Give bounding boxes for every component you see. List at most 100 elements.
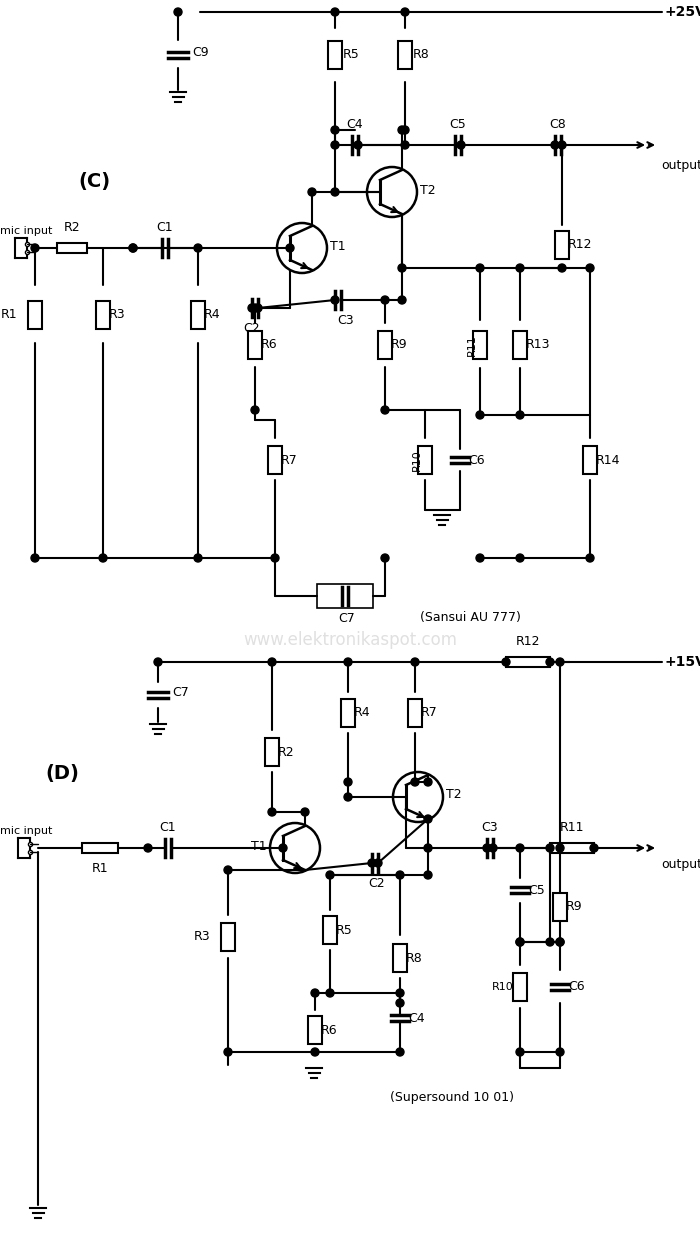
Text: C3: C3 [482,822,498,834]
Circle shape [476,265,484,272]
Text: R6: R6 [321,1023,337,1037]
Circle shape [558,141,566,149]
Text: +15V: +15V [665,655,700,669]
Circle shape [129,244,137,252]
Bar [583,446,597,474]
Circle shape [251,406,259,415]
Circle shape [556,937,564,946]
Circle shape [476,411,484,420]
Bar [506,656,550,667]
Bar [268,446,282,474]
Circle shape [396,999,404,1007]
Text: R14: R14 [596,454,620,466]
Circle shape [331,141,339,149]
Text: R8: R8 [413,48,430,62]
Text: R10: R10 [492,982,514,992]
Text: output: output [661,858,700,871]
Circle shape [271,554,279,562]
Circle shape [516,844,524,852]
Text: R11: R11 [560,822,584,834]
Circle shape [331,126,339,134]
Circle shape [516,554,524,562]
Circle shape [398,296,406,304]
Circle shape [354,141,362,149]
Text: R1: R1 [1,309,17,321]
Circle shape [424,844,432,852]
Circle shape [516,937,524,946]
Circle shape [331,296,339,304]
Circle shape [224,1048,232,1056]
Text: C1: C1 [160,822,176,834]
Bar [317,583,373,609]
Circle shape [268,658,276,667]
Text: C7: C7 [172,687,189,699]
Text: T2: T2 [446,789,461,801]
Circle shape [286,244,294,252]
Circle shape [224,866,232,874]
Bar [28,301,42,329]
Circle shape [424,815,432,823]
Circle shape [154,658,162,667]
Circle shape [590,844,598,852]
Circle shape [516,265,524,272]
Bar [418,446,432,474]
Bar [378,331,392,359]
Circle shape [174,8,182,16]
Circle shape [368,859,376,867]
Bar [221,924,235,951]
Circle shape [516,1048,524,1056]
Text: www.elektronikaspot.com: www.elektronikaspot.com [243,631,457,649]
Bar [96,301,110,329]
Bar [555,231,569,260]
Bar [408,699,422,727]
Circle shape [401,126,409,134]
Text: R6: R6 [261,339,278,352]
Circle shape [556,1048,564,1056]
Circle shape [308,188,316,197]
Circle shape [483,844,491,852]
Text: R9: R9 [391,339,407,352]
Text: R13: R13 [526,339,550,352]
Text: C1: C1 [157,220,174,234]
Text: R3: R3 [109,309,125,321]
Bar [398,42,412,69]
Circle shape [516,411,524,420]
Text: R2: R2 [278,746,295,759]
Text: R4: R4 [354,707,370,719]
Bar [393,944,407,971]
Circle shape [381,554,389,562]
Circle shape [326,871,334,879]
Circle shape [558,265,566,272]
Circle shape [411,658,419,667]
Text: C3: C3 [337,314,354,328]
Text: C7: C7 [339,612,356,625]
Text: R1: R1 [92,862,108,874]
Bar [323,916,337,944]
Bar [553,893,567,921]
Circle shape [194,244,202,252]
Circle shape [301,808,309,816]
Text: C6: C6 [468,454,484,466]
Circle shape [546,844,554,852]
Text: R12: R12 [568,238,592,252]
Circle shape [254,304,262,312]
Circle shape [248,304,256,312]
Circle shape [411,777,419,786]
Bar [191,301,205,329]
Circle shape [331,188,339,197]
Text: R3: R3 [193,930,210,944]
Circle shape [99,554,107,562]
Text: T2: T2 [420,184,435,197]
Circle shape [551,141,559,149]
Text: R8: R8 [406,951,423,964]
Bar [473,331,487,359]
Text: R11: R11 [467,334,477,355]
Circle shape [344,658,352,667]
Circle shape [556,937,564,946]
Bar [513,973,527,1000]
Text: R12: R12 [516,635,540,648]
Text: R7: R7 [281,454,297,466]
Text: R10: R10 [412,449,422,471]
Text: C4: C4 [408,1012,425,1024]
Text: C8: C8 [550,118,566,131]
